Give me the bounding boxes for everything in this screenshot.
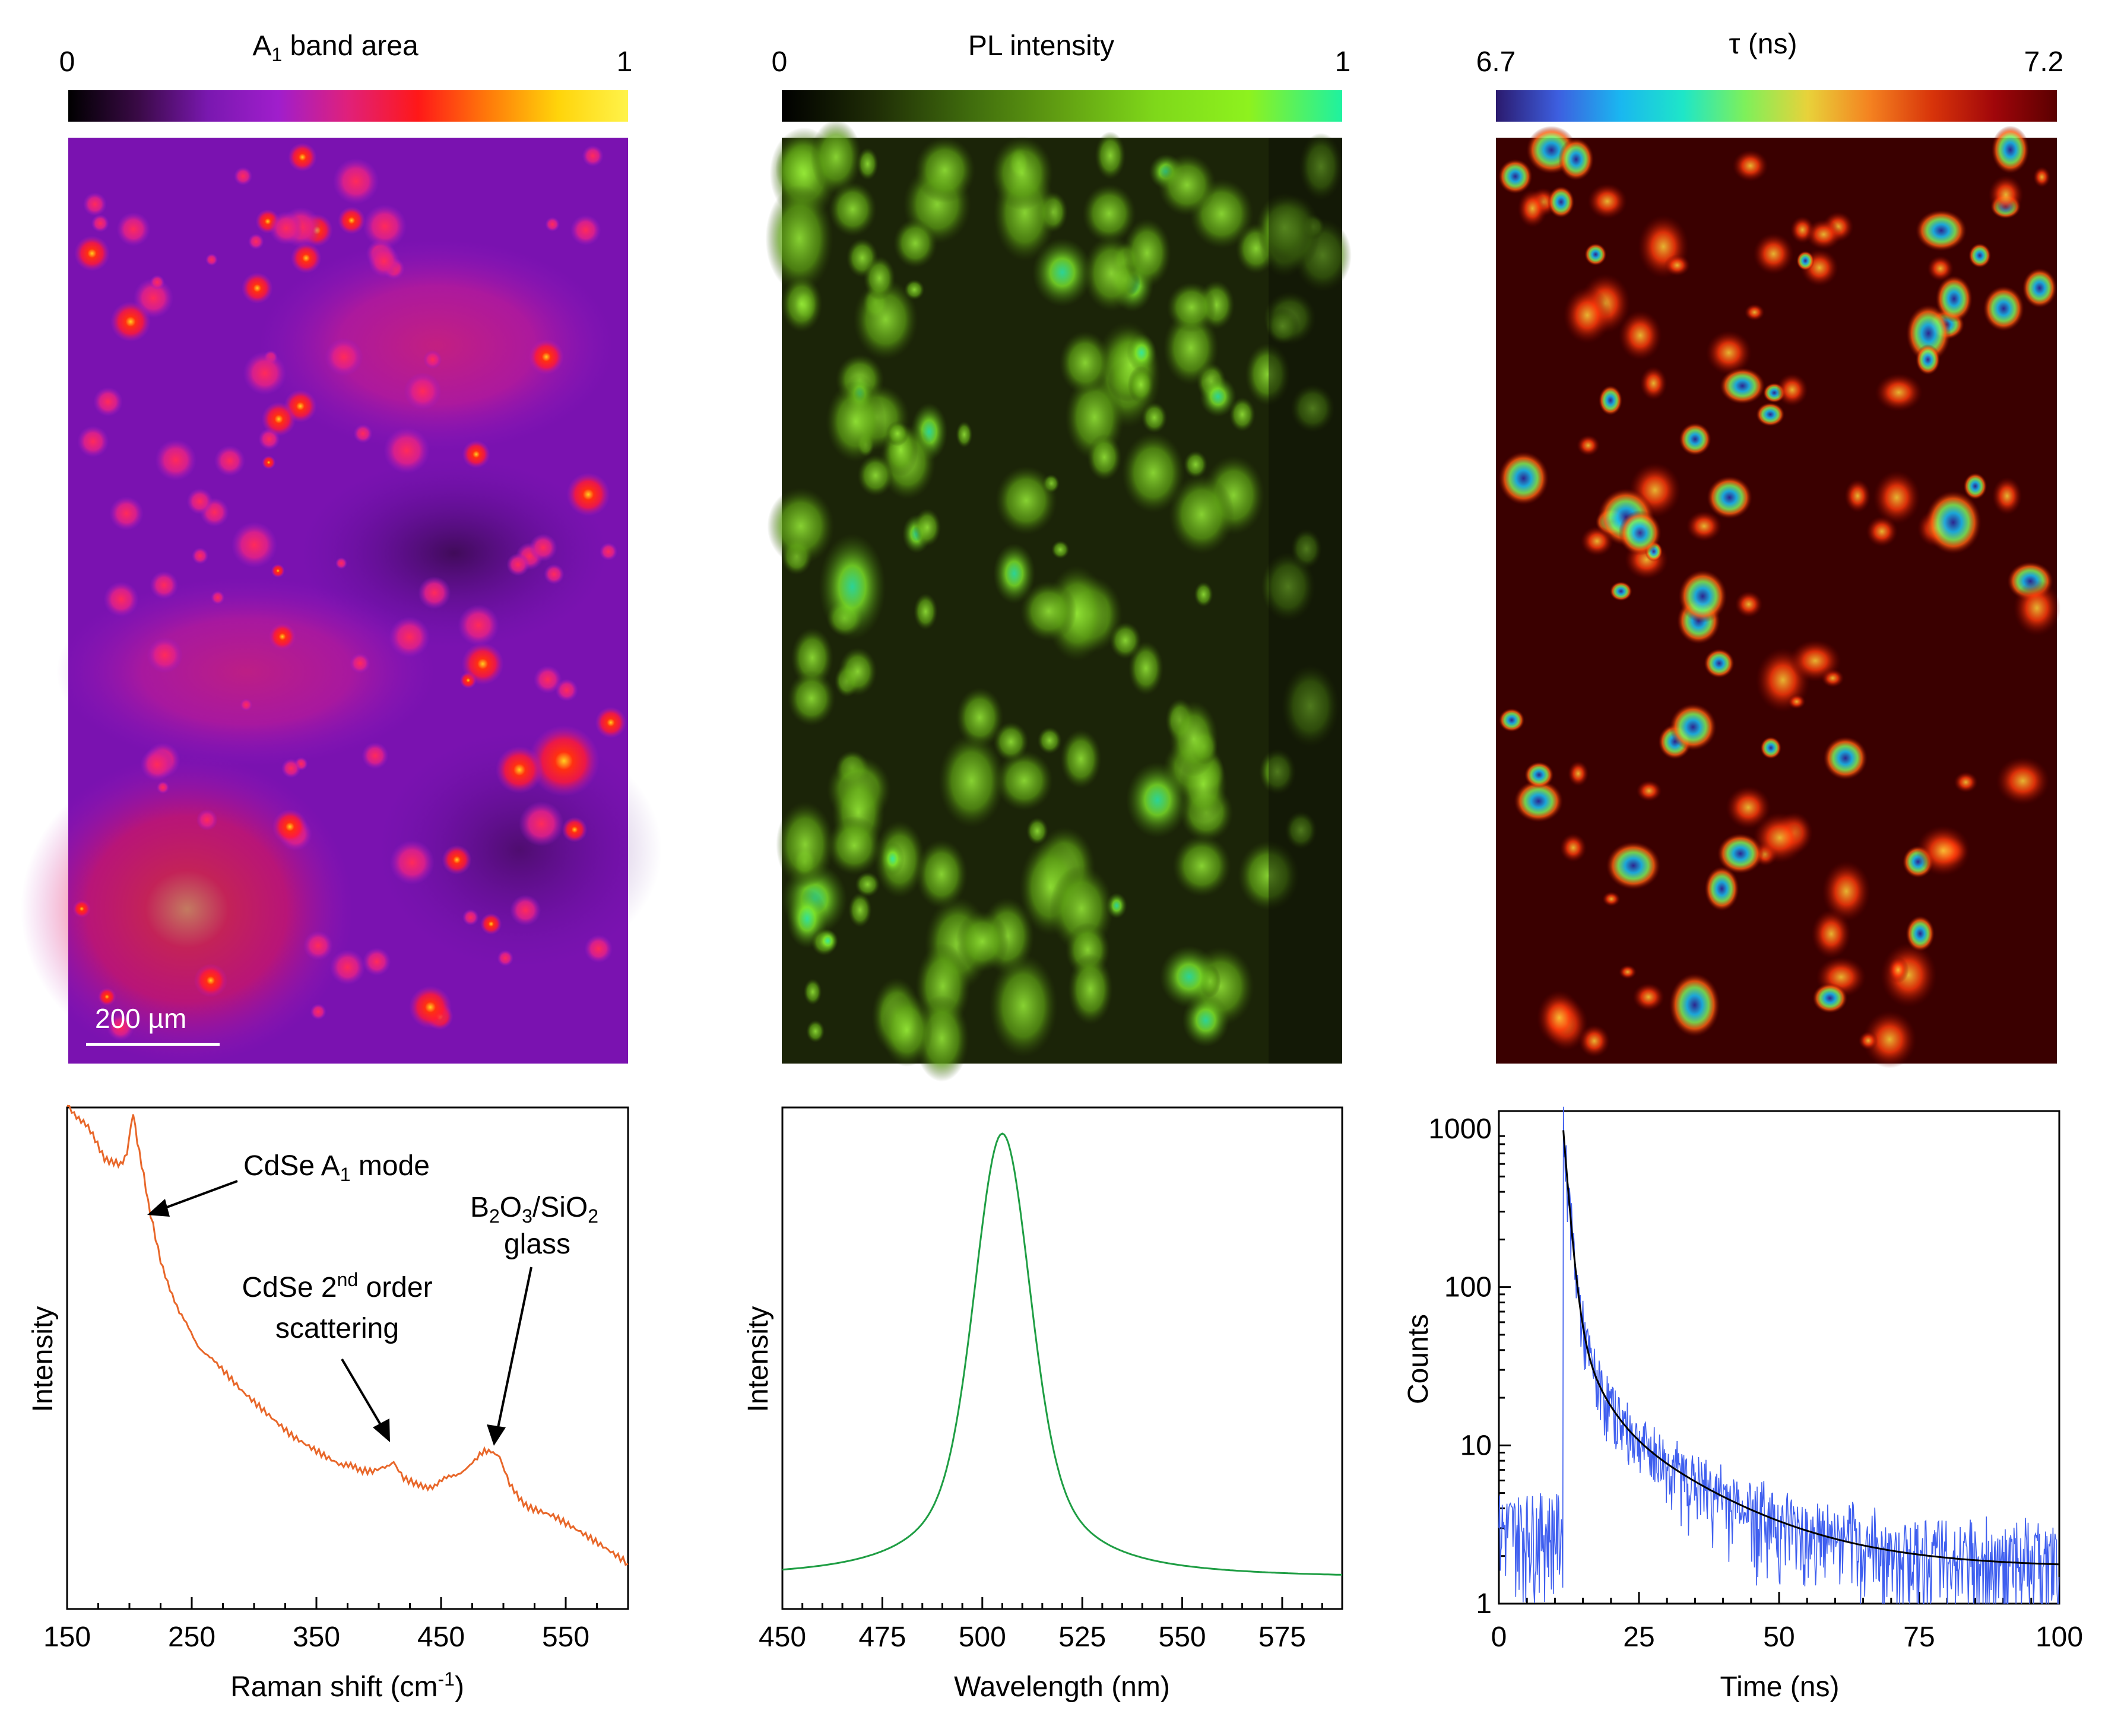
pl-x-tick-label: 550 <box>1159 1621 1206 1653</box>
annotation-a1-mode: CdSe A1 mode <box>243 1150 430 1185</box>
pl-x-tick-label: 575 <box>1258 1621 1306 1653</box>
decay-y-tick-label: 100 <box>1444 1272 1492 1303</box>
pl-x-tick-label: 500 <box>959 1621 1006 1653</box>
annotation-glass-arrow <box>496 1267 532 1431</box>
decay-y-tick-label: 10 <box>1460 1430 1492 1461</box>
colorbar-tau <box>1496 90 2057 122</box>
tau-map <box>1496 125 2060 1068</box>
raman-x-tick-label: 450 <box>417 1621 465 1653</box>
annotation-glass-line2: glass <box>504 1229 570 1260</box>
annotation-2nd-order-arrowhead <box>373 1418 390 1442</box>
pl-spectrum-line <box>782 1132 1343 1576</box>
colorbar-pl <box>782 90 1342 122</box>
decay-fit-line <box>1562 1130 2060 1566</box>
decay-x-tick-label: 25 <box>1623 1621 1654 1653</box>
colorbar-pl-max: 1 <box>1335 46 1351 78</box>
decay-y-tick-label: 1 <box>1476 1588 1492 1620</box>
pl-plot-frame <box>781 1106 1343 1610</box>
raman-spectrum-line <box>66 1105 629 1566</box>
annotation-2nd-order-line2: scattering <box>275 1313 399 1344</box>
pl-map <box>765 119 1352 1082</box>
decay-x-tick-label: 75 <box>1903 1621 1935 1653</box>
annotation-2nd-order-line1: CdSe 2nd order <box>242 1269 432 1303</box>
decay-plot-frame <box>1498 1110 2060 1605</box>
colorbar-tau-title: τ (ns) <box>1729 28 1797 60</box>
pl-xlabel: Wavelength (nm) <box>954 1671 1170 1703</box>
raman-x-tick-label: 350 <box>293 1621 340 1653</box>
colorbar-pl-min: 0 <box>772 46 788 78</box>
decay-x-tick-label: 50 <box>1763 1621 1795 1653</box>
raman-ylabel: Intensity <box>27 1306 59 1413</box>
raman-x-tick-label: 150 <box>43 1621 91 1653</box>
raman-x-tick-label: 550 <box>542 1621 589 1653</box>
decay-x-tick-label: 100 <box>2036 1621 2083 1653</box>
colorbar-raman <box>68 90 628 122</box>
decay-y-tick-label: 1000 <box>1428 1113 1492 1145</box>
colorbar-raman-title: A1 band area <box>252 30 419 65</box>
scale-bar <box>86 1043 220 1046</box>
decay-ylabel: Counts <box>1403 1314 1434 1404</box>
colorbar-pl-title: PL intensity <box>968 30 1114 62</box>
decay-x-tick-label: 0 <box>1491 1621 1507 1653</box>
pl-x-tick-label: 450 <box>759 1621 806 1653</box>
pl-ylabel: Intensity <box>743 1306 774 1413</box>
annotation-2nd-order-arrow <box>341 1358 384 1430</box>
annotation-glass-arrowhead <box>487 1424 506 1446</box>
annotation-a1-arrow <box>157 1180 238 1212</box>
annotation-a1-arrowhead <box>147 1199 170 1217</box>
raman-xlabel: Raman shift (cm-1) <box>230 1668 464 1703</box>
colorbar-tau-min: 6.7 <box>1476 46 1516 78</box>
pl-x-tick-label: 475 <box>858 1621 906 1653</box>
decay-xlabel: Time (ns) <box>1720 1671 1840 1703</box>
decay-data-trace <box>1498 1106 2060 1604</box>
scale-bar-label: 200 µm <box>95 1003 186 1034</box>
annotation-glass-line1: B2O3/SiO2 <box>470 1192 598 1227</box>
raman-x-tick-label: 250 <box>168 1621 215 1653</box>
colorbar-raman-max: 1 <box>617 46 633 78</box>
colorbar-tau-max: 7.2 <box>2024 46 2064 78</box>
colorbar-raman-min: 0 <box>59 46 75 78</box>
raman-map: 200 µm <box>21 138 662 1064</box>
pl-x-tick-label: 525 <box>1058 1621 1106 1653</box>
